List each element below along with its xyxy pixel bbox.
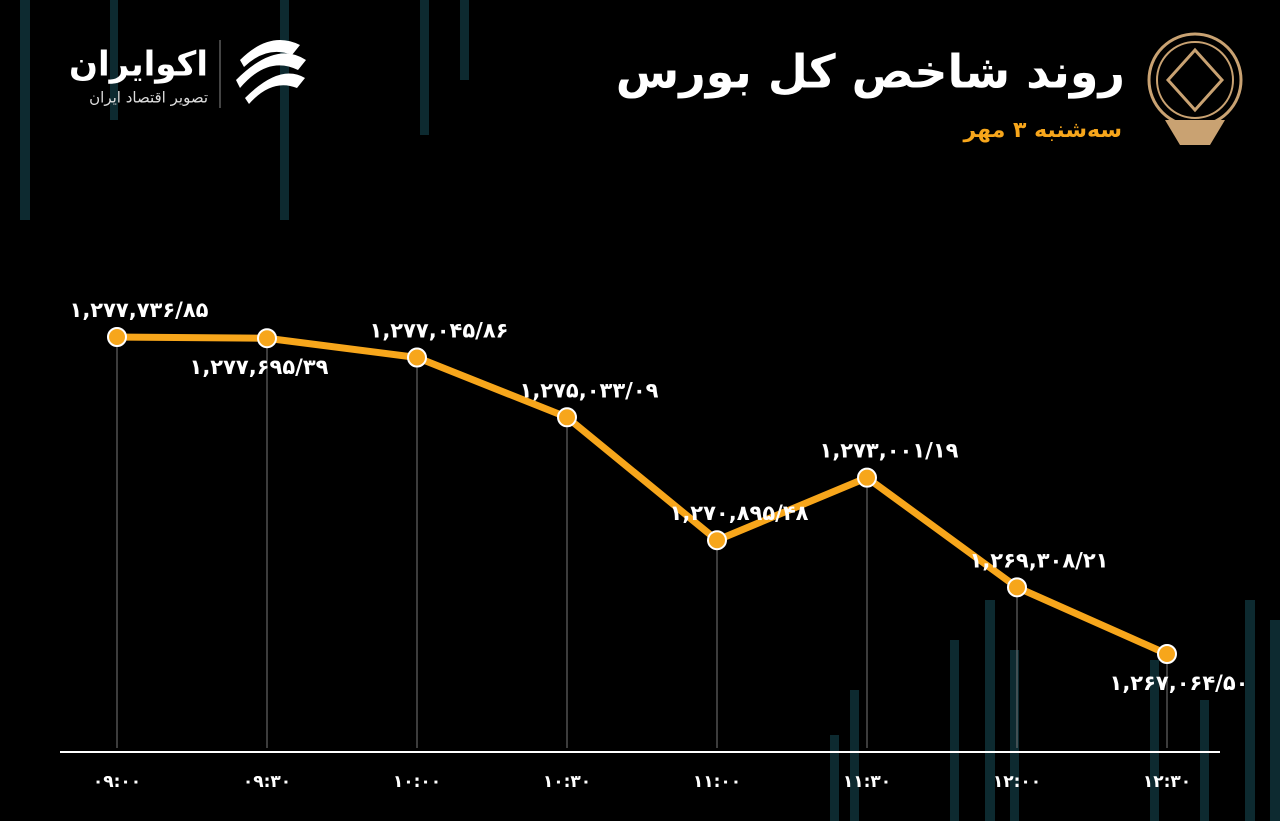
x-tick-label: ۱۱:۳۰	[843, 772, 891, 792]
point	[107, 327, 127, 347]
x-tick-label: ۱۰:۳۰	[543, 772, 591, 792]
point	[1007, 577, 1027, 598]
x-tick-label: ۱۲:۳۰	[1143, 772, 1191, 792]
x-tick-label: ۰۹:۰۰	[93, 772, 141, 792]
x-tick-label: ۱۱:۰۰	[693, 772, 741, 792]
chart-title: روند شاخص کل بورس	[616, 45, 1125, 99]
value-label: ۱,۲۶۹,۳۰۸/۲۱	[970, 548, 1109, 572]
brand-name: اکوایران	[69, 45, 208, 85]
value-label: ۱,۲۷۳,۰۰۱/۱۹	[820, 439, 959, 463]
point	[857, 467, 877, 488]
point	[707, 530, 727, 551]
value-label: ۱,۲۷۷,۶۹۵/۳۹	[190, 355, 329, 379]
emblem	[1147, 32, 1243, 145]
x-tick-label: ۰۹:۳۰	[243, 772, 291, 792]
x-tick-label: ۱۰:۰۰	[393, 772, 441, 792]
chart-subtitle: سه‌شنبه ۳ مهر	[962, 118, 1122, 143]
value-label: ۱,۲۶۷,۰۶۴/۵۰	[1110, 671, 1249, 695]
value-label: ۱,۲۷۷,۷۳۶/۸۵	[70, 298, 209, 322]
point	[407, 347, 427, 368]
logo-mark	[236, 40, 306, 104]
value-label: ۱,۲۷۷,۰۴۵/۸۶	[370, 319, 509, 343]
decoration	[20, 0, 1280, 821]
point	[557, 407, 577, 428]
value-label: ۱,۲۷۵,۰۳۳/۰۹	[520, 378, 659, 402]
line	[116, 333, 1169, 658]
x-tick-label: ۱۲:۰۰	[993, 772, 1041, 792]
value-label: ۱,۲۷۰,۸۹۵/۴۸	[670, 501, 809, 525]
point	[257, 328, 277, 349]
brand-tagline: تصویر اقتصاد ایران	[89, 89, 208, 107]
point	[1157, 644, 1177, 664]
